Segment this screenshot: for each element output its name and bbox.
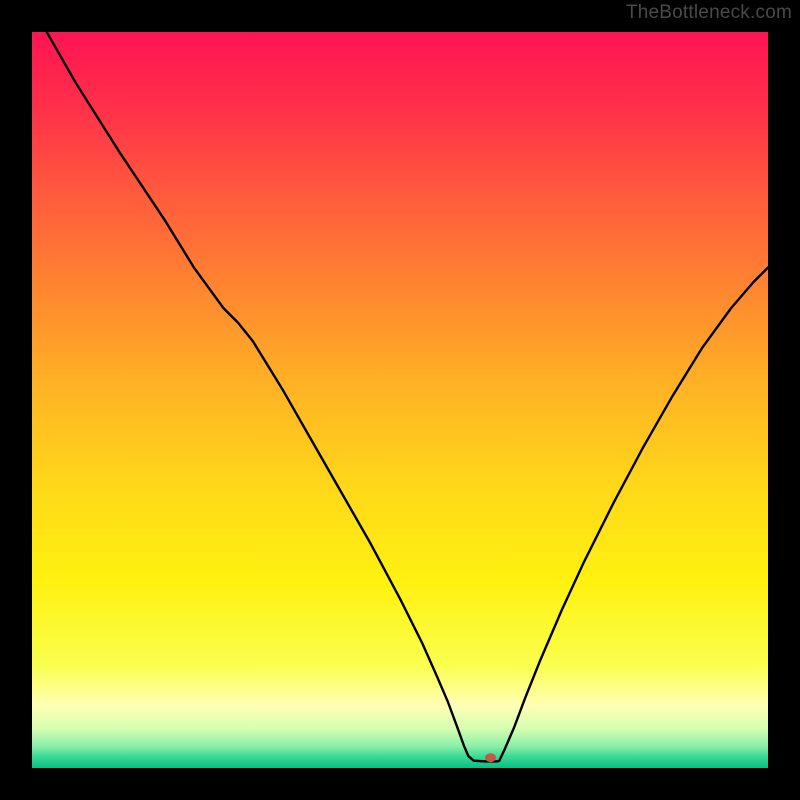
watermark-text: TheBottleneck.com <box>626 2 792 24</box>
optimum-marker <box>485 753 496 762</box>
gradient-background <box>32 32 768 768</box>
chart-svg <box>32 32 768 768</box>
plot-area <box>32 32 768 768</box>
chart-container: TheBottleneck.com <box>0 0 800 800</box>
